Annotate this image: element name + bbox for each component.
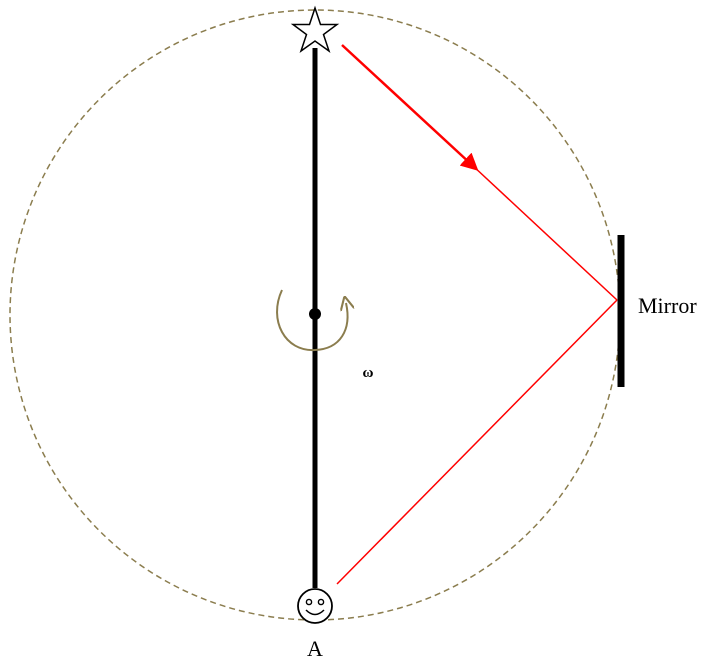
omega-label: ω — [363, 365, 374, 381]
mirror-label: Mirror — [638, 293, 697, 318]
observer-label: A — [307, 636, 323, 661]
smiley-face-icon — [297, 588, 333, 624]
rotation-arrow-icon — [276, 289, 347, 352]
pivot-point — [309, 308, 321, 320]
incident-ray-continued — [471, 164, 618, 301]
star-icon — [290, 5, 340, 53]
incident-ray — [341, 44, 479, 171]
reflected-ray — [336, 299, 618, 585]
